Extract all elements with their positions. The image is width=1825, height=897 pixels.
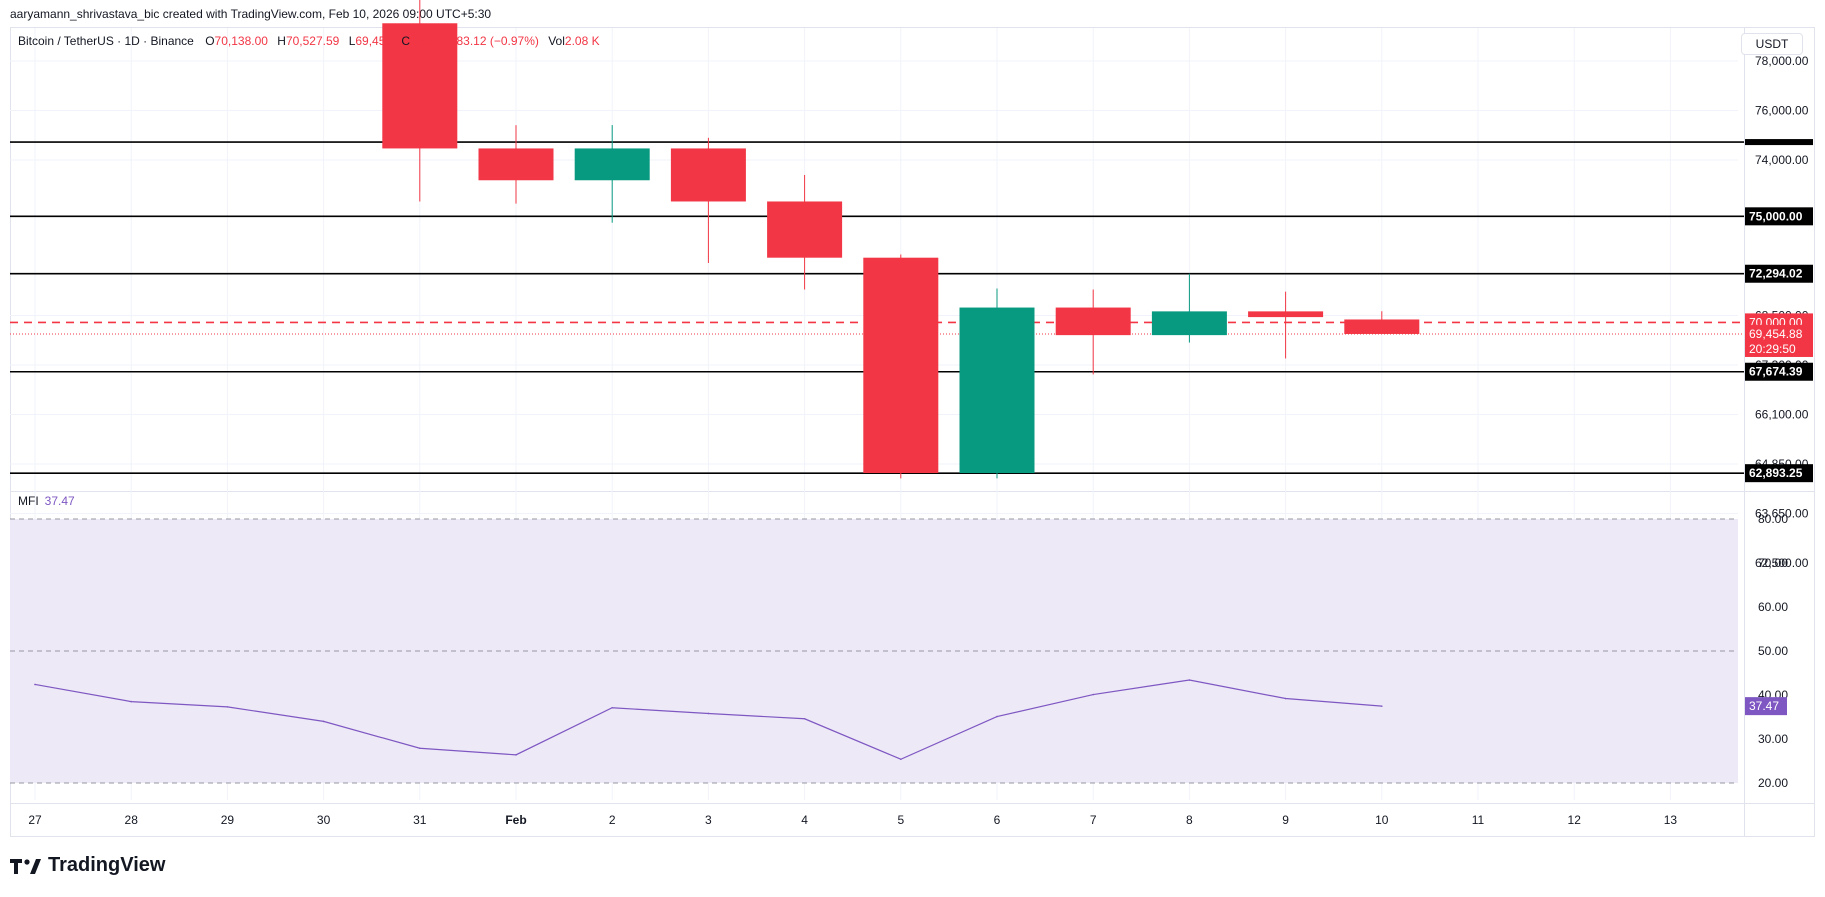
time-tick-label: 10: [1375, 813, 1389, 827]
level-price-tag: [1745, 264, 1813, 283]
mfi-tick-label: 80.00: [1758, 512, 1788, 526]
low-label: L: [348, 34, 356, 48]
mfi-point: [515, 754, 517, 756]
high-value: 70,527.59: [285, 34, 340, 48]
candle-body[interactable]: [1344, 319, 1420, 334]
time-tick-label: 30: [317, 813, 331, 827]
time-tick-label: 27: [28, 813, 42, 827]
candle-body[interactable]: [1151, 311, 1227, 336]
candle-body[interactable]: [382, 23, 458, 149]
close-label: C: [401, 34, 411, 48]
mfi-tick-label: 30.00: [1758, 732, 1788, 746]
price-tick-label: 76,000.00: [1755, 104, 1809, 118]
level-price-tag: [1745, 464, 1813, 483]
price-tick-label: 62,500.00: [1755, 556, 1809, 570]
mfi-point: [900, 758, 902, 761]
price-tick-label: 74,000.00: [1755, 153, 1809, 167]
change-value: −683.12 (−0.97%): [442, 34, 539, 48]
level-price-tag: [1745, 362, 1813, 381]
time-tick-label: 3: [705, 813, 712, 827]
tradingview-wordmark: TradingView: [48, 854, 166, 876]
chart-frame: [10, 27, 1815, 837]
symbol-legend: Bitcoin / TetherUS · 1D · Binance O70,13…: [18, 34, 606, 48]
mfi-point: [1381, 705, 1383, 707]
time-tick-label: 5: [897, 813, 904, 827]
candle-body[interactable]: [1055, 307, 1131, 336]
mfi-point: [1188, 679, 1191, 681]
time-tick-label: 4: [801, 813, 808, 827]
mfi-point: [226, 706, 229, 708]
last-price-tag: [1745, 324, 1813, 357]
candle-body[interactable]: [478, 148, 554, 181]
close-value: ...88: [410, 34, 434, 48]
mfi-point: [1092, 693, 1094, 696]
mfi-label[interactable]: MFI: [18, 494, 39, 508]
currency-button[interactable]: USDT: [1741, 33, 1803, 55]
mfi-point: [996, 715, 998, 718]
time-tick-label: Feb: [505, 813, 526, 827]
mfi-point: [34, 683, 36, 686]
mfi-tick-label: 20.00: [1758, 776, 1788, 790]
price-tick-label: 78,000.00: [1755, 54, 1809, 68]
level-price-label: 67,674.39: [1749, 365, 1803, 379]
level-price-label: 62,893.25: [1749, 466, 1803, 480]
candle-body[interactable]: [574, 148, 650, 181]
mfi-tick-label: 60.00: [1758, 600, 1788, 614]
chart-credit: aaryamann_shrivastava_bic created with T…: [10, 7, 492, 21]
mfi-point: [707, 712, 710, 715]
mfi-point: [803, 717, 806, 720]
time-tick-label: 13: [1664, 813, 1678, 827]
mfi-legend: MFI 37.47: [18, 494, 75, 508]
open-label: O: [205, 34, 215, 48]
mfi-point: [130, 700, 132, 703]
time-tick-label: 29: [221, 813, 235, 827]
price-tick-label: 66,100.00: [1755, 408, 1809, 422]
last-price-label: 69,454.88: [1749, 327, 1803, 341]
mfi-tick-label: 50.00: [1758, 644, 1788, 658]
time-tick-label: 28: [125, 813, 139, 827]
candle-body[interactable]: [670, 148, 746, 202]
candle-body[interactable]: [1248, 311, 1324, 318]
mfi-tick-label: 70.00: [1758, 556, 1788, 570]
candle-body[interactable]: [767, 201, 843, 258]
candle-body[interactable]: [959, 307, 1035, 474]
mfi-point: [1284, 697, 1287, 700]
time-tick-label: 11: [1472, 813, 1485, 827]
symbol-name[interactable]: Bitcoin / TetherUS · 1D · Binance: [18, 34, 194, 48]
price-tick-label: 63,650.00: [1755, 507, 1809, 521]
time-tick-label: 2: [609, 813, 616, 827]
mfi-value-tag: [1745, 697, 1787, 716]
mfi-point: [419, 747, 421, 750]
level-price-label: 72,294.02: [1749, 267, 1803, 281]
open-value: 70,138.00: [214, 34, 268, 48]
low-value: 69,450: [355, 34, 393, 48]
candle-body[interactable]: [863, 257, 939, 474]
time-tick-label: 31: [413, 813, 427, 827]
volume-value: 2.08 K: [564, 34, 600, 48]
mfi-point: [322, 720, 325, 723]
level-price-label: 75,000.00: [1749, 209, 1803, 223]
time-tick-label: 9: [1282, 813, 1289, 827]
volume-label: Vol: [548, 34, 565, 48]
mfi-point: [611, 706, 613, 709]
time-tick-label: 7: [1090, 813, 1097, 827]
mfi-value-tag-label: 37.47: [1749, 699, 1779, 713]
mfi-value: 37.47: [44, 494, 75, 508]
time-tick-label: 12: [1568, 813, 1582, 827]
level-price-tag: [1745, 139, 1813, 146]
high-label: H: [277, 34, 286, 48]
tradingview-logo-icon: [10, 858, 41, 874]
bar-countdown-label: 20:29:50: [1749, 342, 1796, 356]
time-tick-label: 6: [994, 813, 1001, 827]
time-tick-label: 8: [1186, 813, 1193, 827]
level-price-tag: [1745, 207, 1813, 226]
tradingview-logo: TradingView: [10, 854, 165, 877]
